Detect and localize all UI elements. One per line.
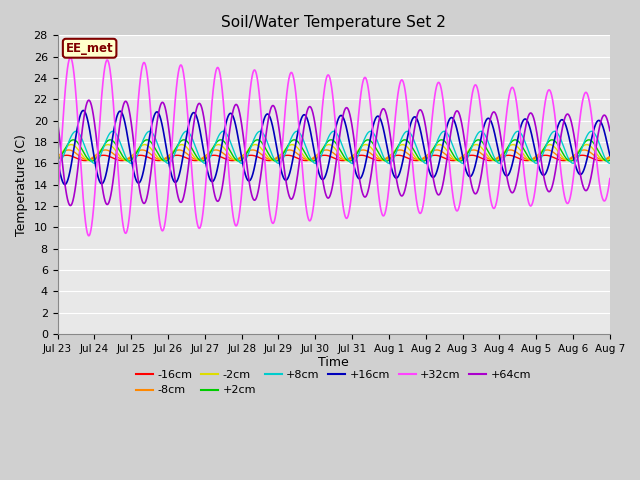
Y-axis label: Temperature (C): Temperature (C) <box>15 133 28 236</box>
+32cm <box>606 176 614 181</box>
+32cm <box>54 198 61 204</box>
+16cm <box>150 114 157 120</box>
+2cm <box>290 137 298 143</box>
-16cm <box>536 154 543 159</box>
+16cm <box>79 108 87 113</box>
-16cm <box>266 158 273 164</box>
-2cm <box>595 154 603 160</box>
+8cm <box>150 132 157 138</box>
Line: +32cm: +32cm <box>58 58 610 236</box>
Text: EE_met: EE_met <box>66 42 113 55</box>
+8cm <box>595 141 603 146</box>
+32cm <box>117 204 125 209</box>
+16cm <box>266 114 273 120</box>
-16cm <box>54 155 61 161</box>
-16cm <box>595 157 603 163</box>
+64cm <box>606 128 614 133</box>
Line: -16cm: -16cm <box>58 155 610 161</box>
+16cm <box>117 108 125 114</box>
-2cm <box>601 158 609 164</box>
+2cm <box>266 153 273 158</box>
-8cm <box>536 151 543 156</box>
+16cm <box>54 156 61 162</box>
Line: +64cm: +64cm <box>58 100 610 205</box>
+32cm <box>290 75 298 81</box>
+16cm <box>536 167 544 173</box>
-2cm <box>606 155 614 161</box>
+32cm <box>536 144 544 150</box>
-8cm <box>150 154 157 159</box>
+8cm <box>536 157 543 163</box>
+2cm <box>150 143 157 149</box>
-2cm <box>150 149 157 155</box>
-2cm <box>290 142 298 148</box>
-2cm <box>67 142 75 147</box>
+64cm <box>536 150 544 156</box>
Line: +16cm: +16cm <box>58 110 610 184</box>
+64cm <box>150 146 157 152</box>
+2cm <box>536 153 543 159</box>
-2cm <box>536 151 543 157</box>
-16cm <box>63 152 70 158</box>
-8cm <box>598 156 606 162</box>
+2cm <box>70 137 77 143</box>
-8cm <box>65 147 72 153</box>
-8cm <box>266 156 273 162</box>
-8cm <box>595 156 603 162</box>
-2cm <box>54 155 61 161</box>
+16cm <box>61 181 68 187</box>
+64cm <box>117 114 125 120</box>
Title: Soil/Water Temperature Set 2: Soil/Water Temperature Set 2 <box>221 15 446 30</box>
-16cm <box>606 155 614 161</box>
-8cm <box>290 148 298 154</box>
+8cm <box>117 141 125 147</box>
+8cm <box>290 131 298 137</box>
+16cm <box>606 153 614 158</box>
+64cm <box>67 203 74 208</box>
+2cm <box>117 150 125 156</box>
+32cm <box>85 233 93 239</box>
-8cm <box>606 153 614 159</box>
+2cm <box>606 157 614 163</box>
+32cm <box>266 209 273 215</box>
-16cm <box>150 156 157 162</box>
+2cm <box>54 157 61 163</box>
+2cm <box>604 158 611 164</box>
-16cm <box>117 157 125 163</box>
-2cm <box>266 156 273 162</box>
X-axis label: Time: Time <box>318 356 349 369</box>
+32cm <box>596 180 604 186</box>
+64cm <box>85 97 93 103</box>
-16cm <box>290 154 298 159</box>
Line: -8cm: -8cm <box>58 150 610 159</box>
+8cm <box>72 129 80 134</box>
+64cm <box>266 109 273 115</box>
+16cm <box>596 118 604 123</box>
-16cm <box>597 158 605 164</box>
+64cm <box>290 192 298 198</box>
Line: -2cm: -2cm <box>58 144 610 161</box>
+8cm <box>266 145 273 151</box>
+32cm <box>67 55 74 60</box>
+8cm <box>606 160 614 166</box>
+64cm <box>54 119 61 124</box>
-8cm <box>54 153 61 159</box>
+8cm <box>54 160 61 166</box>
Line: +2cm: +2cm <box>58 140 610 161</box>
Legend: -16cm, -8cm, -2cm, +2cm, +8cm, +16cm, +32cm, +64cm: -16cm, -8cm, -2cm, +2cm, +8cm, +16cm, +3… <box>132 365 536 400</box>
+32cm <box>150 150 157 156</box>
+16cm <box>290 152 298 158</box>
-8cm <box>117 156 125 162</box>
-2cm <box>117 154 125 160</box>
+2cm <box>595 150 603 156</box>
Line: +8cm: +8cm <box>58 132 610 163</box>
+64cm <box>596 125 604 131</box>
